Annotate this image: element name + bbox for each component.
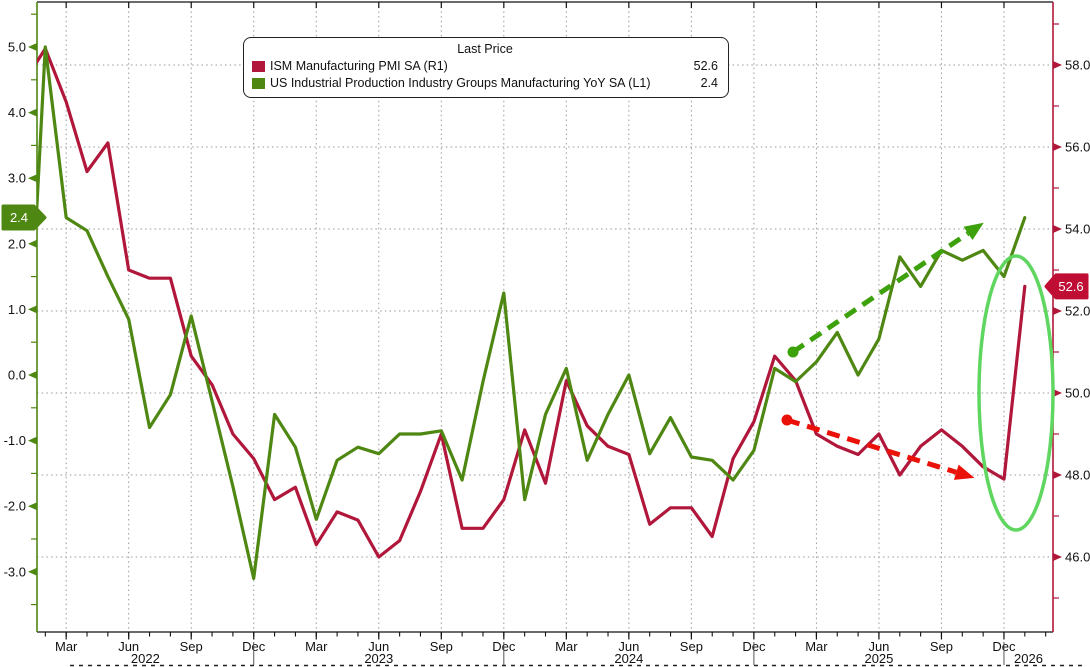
svg-text:Mar: Mar <box>305 639 328 654</box>
svg-text:4.0: 4.0 <box>8 105 26 120</box>
svg-text:2024: 2024 <box>614 651 643 666</box>
svg-text:50.0: 50.0 <box>1065 386 1090 401</box>
ism-pmi-line <box>37 46 1027 559</box>
svg-text:52.0: 52.0 <box>1065 304 1090 319</box>
svg-text:2026: 2026 <box>1014 651 1043 666</box>
svg-text:52.6: 52.6 <box>1058 279 1083 294</box>
svg-text:5.0: 5.0 <box>8 40 26 55</box>
legend-title: Last Price <box>457 42 513 56</box>
svg-text:58.0: 58.0 <box>1065 58 1090 73</box>
pmi-series-swatch <box>252 61 265 72</box>
highlight-annotation <box>977 254 1055 532</box>
pmi-series-value: 52.6 <box>693 59 718 73</box>
svg-text:Mar: Mar <box>55 639 78 654</box>
divergence-highlight-ellipse <box>977 254 1055 532</box>
svg-text:Jun: Jun <box>618 639 639 654</box>
svg-text:3.0: 3.0 <box>8 171 26 186</box>
svg-text:56.0: 56.0 <box>1065 140 1090 155</box>
svg-text:46.0: 46.0 <box>1065 550 1090 565</box>
svg-text:Jun: Jun <box>118 639 139 654</box>
svg-text:Sep: Sep <box>930 639 953 654</box>
svg-text:Jun: Jun <box>368 639 389 654</box>
ip-series-value: 2.4 <box>700 76 718 90</box>
svg-text:Jun: Jun <box>868 639 889 654</box>
svg-text:-2.0: -2.0 <box>4 499 26 514</box>
left-axis: 5.0 4.0 3.0 2.0 1.0 0.0 -1.0 -2.0 -3.0 <box>4 2 38 632</box>
svg-text:2023: 2023 <box>364 651 393 666</box>
svg-text:Sep: Sep <box>680 639 703 654</box>
svg-text:Mar: Mar <box>555 639 578 654</box>
svg-text:-3.0: -3.0 <box>4 564 26 579</box>
ip-series-label: US Industrial Production Industry Groups… <box>270 76 651 90</box>
ip-yoy-line <box>37 45 1027 581</box>
svg-text:2022: 2022 <box>131 651 160 666</box>
svg-text:1.0: 1.0 <box>8 302 26 317</box>
grid <box>37 2 1053 632</box>
x-axis: Mar Jun Sep Dec Mar Jun Sep Dec Mar Jun Sep Dec Mar J… <box>37 1 1086 667</box>
uptrend-arrow-annotation <box>787 222 984 358</box>
svg-text:0.0: 0.0 <box>8 368 26 383</box>
svg-text:2.0: 2.0 <box>8 236 26 251</box>
svg-text:48.0: 48.0 <box>1065 468 1090 483</box>
svg-text:Sep: Sep <box>180 639 203 654</box>
pmi-last-price-badge: 52.6 <box>1044 273 1089 300</box>
pmi-series-label: ISM Manufacturing PMI SA (R1) <box>270 59 448 73</box>
ip-series-swatch <box>252 78 265 89</box>
ip-last-price-badge: 2.4 <box>1 204 47 231</box>
legend-row-industrial-production: US Industrial Production Industry Groups… <box>252 75 718 92</box>
legend-row-pmi: ISM Manufacturing PMI SA (R1) 52.6 <box>252 58 718 75</box>
right-axis: 58.0 56.0 54.0 52.0 50.0 48.0 46.0 <box>1052 2 1090 632</box>
legend-box: Last Price ISM Manufacturing PMI SA (R1)… <box>243 37 729 98</box>
svg-text:Sep: Sep <box>430 639 453 654</box>
downtrend-arrow-annotation <box>781 414 975 480</box>
svg-text:54.0: 54.0 <box>1065 222 1090 237</box>
svg-text:Mar: Mar <box>805 639 828 654</box>
svg-text:2.4: 2.4 <box>10 210 28 225</box>
svg-text:-1.0: -1.0 <box>4 433 26 448</box>
svg-text:2025: 2025 <box>864 651 893 666</box>
